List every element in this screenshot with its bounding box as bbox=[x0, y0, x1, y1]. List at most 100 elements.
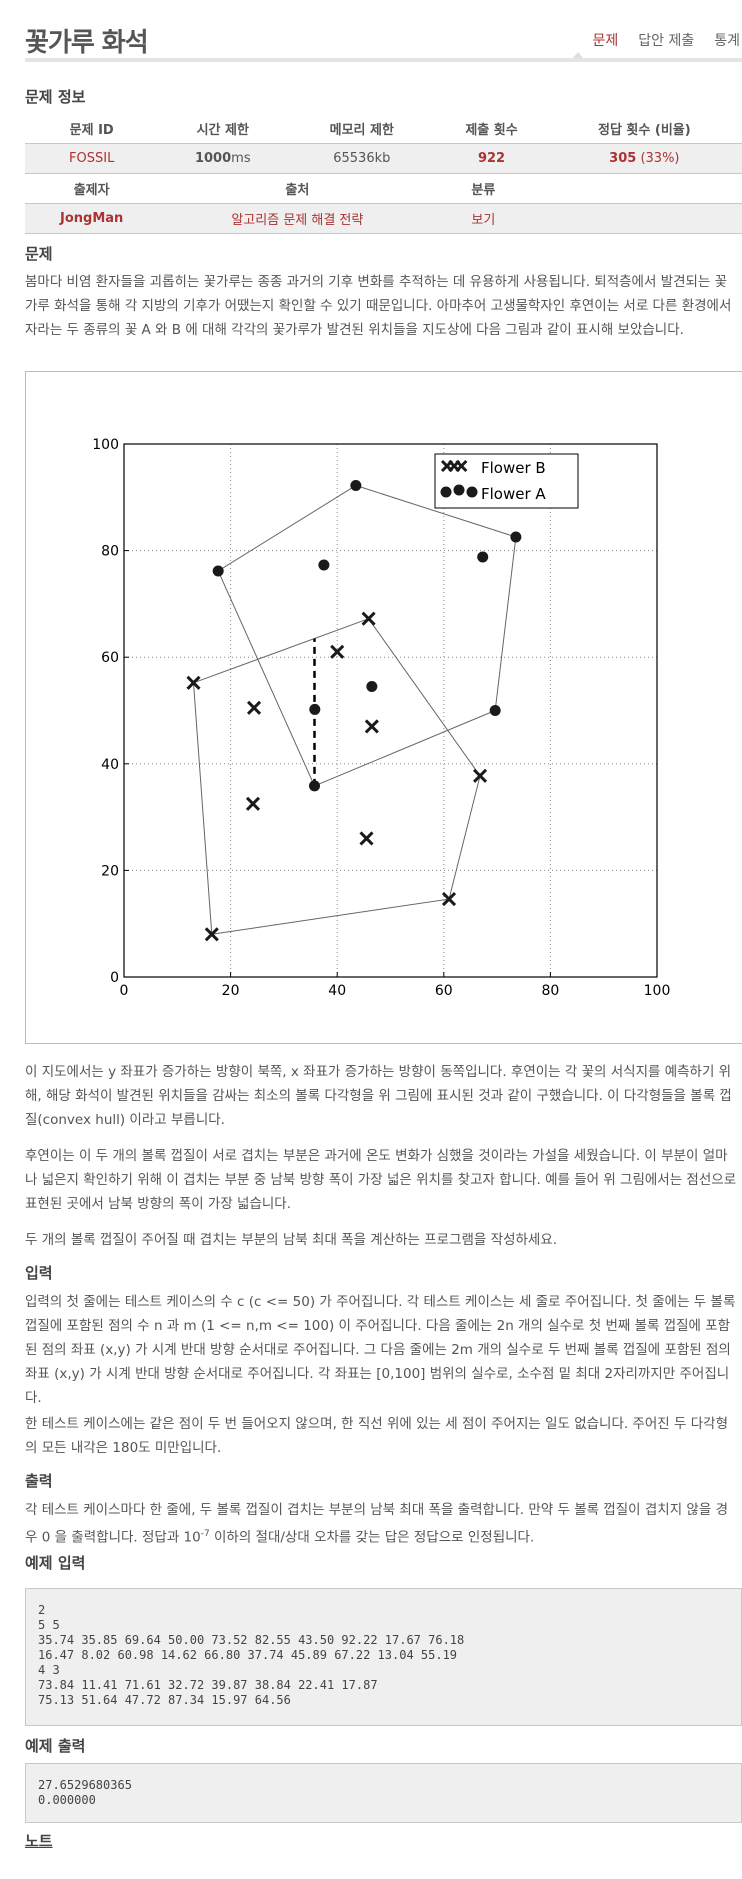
flower-b-point bbox=[472, 768, 488, 783]
y-tick-label: 100 bbox=[92, 437, 119, 453]
scatter-chart: 0 20 40 60 80 100 0 20 40 60 80 100 Flower B Flower A bbox=[92, 437, 671, 999]
input-paragraph-1: 입력의 첫 줄에는 테스트 케이스의 수 c (c <= 50) 가 주어집니다… bbox=[25, 1294, 736, 1406]
flower-b-point bbox=[204, 927, 219, 942]
output-text-a: 각 테스트 케이스마다 한 줄에, 두 볼록 껍질이 겹치는 부분의 남북 최대… bbox=[25, 1502, 728, 1546]
sample-input-heading: 예제 입력 bbox=[25, 1554, 86, 1572]
input-heading: 입력 bbox=[25, 1264, 53, 1282]
accepted-ratio: (33%) bbox=[640, 151, 680, 166]
flower-a-point bbox=[489, 705, 501, 716]
info-table: 문제 ID 시간 제한 메모리 제한 제출 횟수 정답 횟수 (비율) FOSS… bbox=[25, 114, 742, 234]
legend-x-marker bbox=[455, 459, 468, 473]
plot-frame bbox=[123, 443, 658, 978]
x-marker-stroke bbox=[204, 927, 219, 942]
output-text-b: 이하의 절대/상대 오차를 갖는 답은 정답으로 인정됩니다. bbox=[209, 1529, 535, 1546]
legend-label: Flower B bbox=[481, 459, 546, 477]
x-marker-stroke bbox=[364, 719, 379, 734]
flower-a-point bbox=[477, 551, 489, 563]
hull-polygon-a bbox=[217, 484, 517, 787]
x-marker-stroke bbox=[359, 831, 374, 846]
category-toggle[interactable]: 보기 bbox=[436, 203, 742, 234]
flower-b-point bbox=[246, 700, 262, 715]
hull-polygon-b bbox=[192, 618, 481, 935]
legend-circle-marker bbox=[440, 486, 452, 498]
legend: Flower B Flower A bbox=[434, 453, 579, 509]
x-tick-label: 100 bbox=[644, 983, 671, 999]
page-title: 꽃가루 화석 bbox=[25, 28, 149, 58]
x-tick-label: 60 bbox=[435, 983, 453, 999]
output-heading: 출력 bbox=[25, 1472, 53, 1490]
x-marker-stroke bbox=[330, 644, 345, 659]
sample-output-heading: 예제 출력 bbox=[25, 1737, 86, 1755]
sample-output-box[interactable]: 27.6529680365 0.000000 bbox=[25, 1763, 742, 1823]
submission-count: 922 bbox=[436, 143, 547, 174]
sample-input-box[interactable]: 2 5 5 35.74 35.85 69.64 50.00 73.52 82.5… bbox=[25, 1588, 742, 1726]
y-tick-label: 60 bbox=[101, 650, 119, 666]
legend-label: Flower A bbox=[481, 485, 546, 503]
header-category: 분류 bbox=[471, 183, 496, 198]
header-accepted: 정답 횟수 (비율) bbox=[597, 123, 691, 138]
header-time-limit: 시간 제한 bbox=[196, 123, 249, 138]
author-link[interactable]: JongMan bbox=[25, 203, 159, 234]
output-paragraph: 각 테스트 케이스마다 한 줄에, 두 볼록 껍질이 겹치는 부분의 남북 최대… bbox=[25, 1498, 739, 1550]
header-submissions: 제출 횟수 bbox=[465, 123, 518, 138]
problem-heading: 문제 bbox=[25, 245, 53, 263]
header-source: 출처 bbox=[285, 183, 310, 198]
problem-tabs: 문제 답안 제출 통계 bbox=[592, 30, 742, 50]
time-limit-value: 1000 bbox=[194, 151, 232, 166]
y-tick-label: 80 bbox=[101, 544, 119, 560]
flower-a-point bbox=[510, 531, 522, 543]
source-link[interactable]: 알고리즘 문제 해결 전략 bbox=[158, 203, 437, 234]
flower-b-point bbox=[245, 796, 261, 811]
problem-paragraph-2: 이 지도에서는 y 좌표가 증가하는 방향이 북쪽, x 좌표가 증가하는 방향… bbox=[25, 1064, 732, 1128]
x-tick-label: 80 bbox=[541, 983, 559, 999]
problem-id: FOSSIL bbox=[25, 143, 159, 174]
convex-hull-figure: 0 20 40 60 80 100 0 20 40 60 80 100 Flower B Flower A bbox=[25, 371, 742, 1044]
x-marker-stroke bbox=[361, 611, 376, 626]
x-marker-stroke bbox=[455, 459, 468, 473]
y-tick-label: 40 bbox=[101, 757, 119, 773]
time-limit-unit: ms bbox=[231, 151, 251, 166]
y-tick-label: 20 bbox=[101, 863, 119, 879]
x-marker-stroke bbox=[186, 675, 201, 690]
x-marker-stroke bbox=[245, 796, 261, 811]
time-limit: 1000ms bbox=[158, 143, 288, 174]
legend-circle-marker bbox=[466, 486, 478, 498]
header-author: 출제자 bbox=[73, 183, 110, 198]
active-tab-indicator bbox=[573, 52, 583, 58]
input-paragraph-2: 한 테스트 케이스에는 같은 점이 두 번 들어오지 않으며, 한 직선 위에 … bbox=[25, 1416, 728, 1456]
legend-circle-marker bbox=[453, 484, 465, 496]
flower-b-point bbox=[364, 719, 379, 734]
x-tick-label: 40 bbox=[328, 983, 346, 999]
tab-problem[interactable]: 문제 bbox=[592, 33, 619, 49]
y-tick-label: 0 bbox=[110, 970, 119, 986]
x-marker-stroke bbox=[472, 768, 488, 783]
problem-paragraph-1: 봄마다 비염 환자들을 괴롭히는 꽃가루는 종종 과거의 기후 변화를 추적하는… bbox=[25, 274, 732, 338]
flower-a-point bbox=[308, 780, 320, 792]
flower-b-point bbox=[441, 892, 457, 907]
flower-b-point bbox=[361, 611, 376, 626]
flower-a-point bbox=[212, 565, 224, 577]
tab-stats[interactable]: 통계 bbox=[714, 33, 740, 49]
x-marker-stroke bbox=[441, 892, 457, 907]
x-tick-label: 20 bbox=[222, 983, 240, 999]
flower-a-point bbox=[350, 479, 362, 491]
problem-paragraph-3: 후연이는 이 두 개의 볼록 껍질이 서로 겹치는 부분은 과거에 온도 변화가… bbox=[25, 1148, 737, 1212]
accepted-count: 305 (33%) bbox=[546, 143, 742, 174]
x-tick-label: 0 bbox=[120, 983, 129, 999]
header-problem-id: 문제 ID bbox=[69, 123, 114, 138]
flower-b-point bbox=[330, 644, 345, 659]
flower-a-point bbox=[309, 703, 321, 715]
flower-a-point bbox=[366, 681, 378, 693]
info-heading: 문제 정보 bbox=[25, 88, 86, 106]
flower-b-point bbox=[186, 675, 201, 690]
problem-paragraph-4: 두 개의 볼록 껍질이 주어질 때 겹치는 부분의 남북 최대 폭을 계산하는 … bbox=[25, 1232, 558, 1248]
accepted-value: 305 bbox=[609, 151, 637, 166]
title-divider bbox=[25, 58, 742, 62]
memory-limit: 65536kb bbox=[287, 143, 437, 174]
x-marker-stroke bbox=[246, 700, 262, 715]
flower-b-point bbox=[359, 831, 374, 846]
tab-submit[interactable]: 답안 제출 bbox=[638, 33, 695, 49]
header-memory-limit: 메모리 제한 bbox=[329, 123, 394, 138]
note-heading: 노트 bbox=[25, 1832, 53, 1850]
output-exponent: -7 bbox=[200, 1529, 210, 1539]
